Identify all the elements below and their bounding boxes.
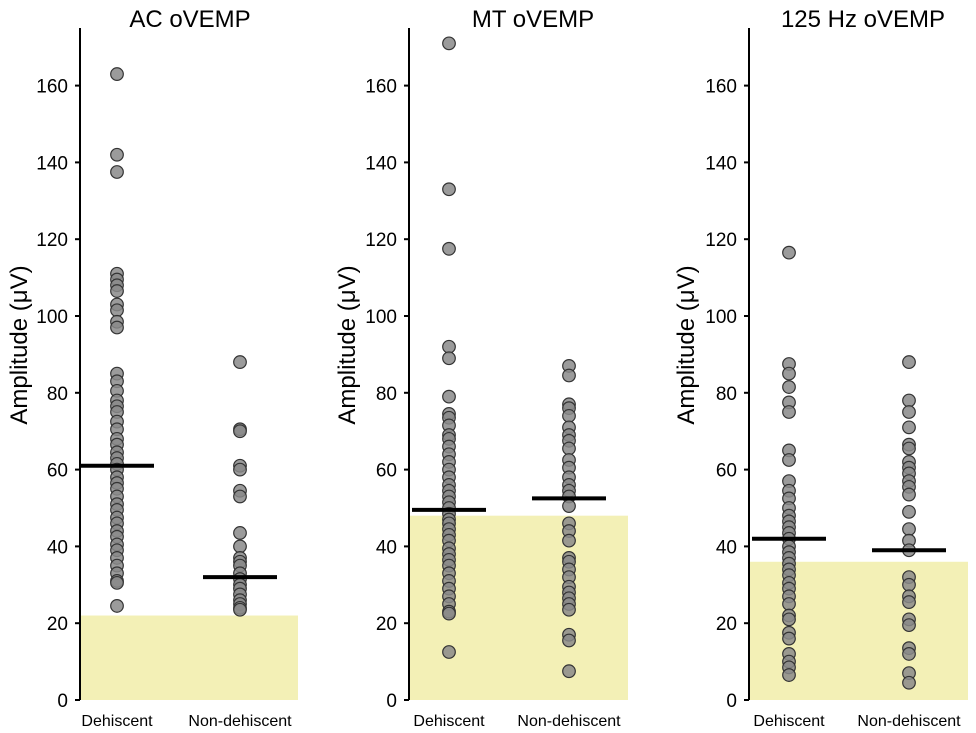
data-point	[562, 633, 576, 648]
y-tick-label: 160	[705, 77, 737, 98]
data-point	[233, 489, 247, 504]
data-point	[233, 539, 247, 554]
y-tick-label: 60	[47, 461, 68, 482]
y-axis-title: Amplitude (μV)	[673, 265, 700, 424]
y-tick-label: 100	[705, 307, 737, 328]
y-axis-title: Amplitude (μV)	[334, 265, 361, 424]
data-point	[902, 355, 916, 369]
normal-range-band	[749, 561, 968, 700]
data-point	[782, 405, 796, 419]
data-point	[782, 631, 796, 646]
y-tick-label: 120	[365, 230, 397, 251]
data-point	[782, 380, 796, 394]
panel-ac-ovemp: Amplitude (μV) AC oVEMP Dehiscent Non-de…	[6, 6, 298, 730]
data-point	[110, 165, 124, 179]
y-tick-label: 100	[365, 307, 397, 328]
panel-125hz-ovemp: Amplitude (μV) 125 Hz oVEMP Dehiscent No…	[673, 6, 968, 730]
data-point	[902, 504, 916, 519]
y-tick-label: 40	[376, 537, 397, 558]
category-label-non-dehiscent: Non-dehiscent	[188, 713, 292, 730]
data-point	[442, 351, 456, 366]
normal-range-band	[409, 515, 628, 700]
data-point	[902, 420, 916, 435]
data-point	[233, 424, 247, 439]
data-point	[110, 303, 124, 318]
data-point	[902, 577, 916, 592]
data-point	[442, 339, 456, 354]
data-point	[782, 612, 796, 627]
y-tick-label: 100	[36, 307, 68, 328]
y-tick-label: 80	[716, 384, 737, 405]
category-label-dehiscent: Dehiscent	[753, 713, 825, 730]
data-point	[902, 522, 916, 537]
y-axis-title: Amplitude (μV)	[6, 265, 33, 424]
y-tick-label: 80	[47, 384, 68, 405]
data-point	[902, 441, 916, 456]
data-point	[902, 487, 916, 502]
y-tick-label: 40	[716, 537, 737, 558]
y-tick-label: 160	[365, 77, 397, 98]
data-point	[902, 675, 916, 690]
data-point	[442, 241, 456, 256]
data-point	[902, 618, 916, 633]
normal-range-band	[80, 615, 298, 700]
y-tick-label: 60	[716, 461, 737, 482]
data-point	[110, 575, 124, 590]
data-point	[782, 597, 796, 611]
panel-title: AC oVEMP	[129, 6, 250, 33]
data-point	[110, 284, 124, 298]
data-point	[782, 366, 796, 381]
data-point	[110, 599, 124, 613]
panel-title: MT oVEMP	[472, 6, 594, 33]
y-tick-label: 80	[376, 384, 397, 405]
y-tick-label: 0	[57, 691, 68, 712]
data-point	[902, 595, 916, 609]
data-point	[442, 36, 456, 51]
data-point	[442, 645, 456, 659]
y-tick-label: 140	[36, 153, 68, 174]
category-label-dehiscent: Dehiscent	[81, 713, 153, 730]
data-point	[233, 602, 247, 617]
y-tick-label: 140	[705, 153, 737, 174]
data-point	[442, 182, 456, 197]
data-point	[233, 462, 247, 477]
category-label-non-dehiscent: Non-dehiscent	[857, 713, 961, 730]
y-tick-label: 140	[365, 153, 397, 174]
data-point	[110, 67, 124, 81]
y-tick-label: 40	[47, 537, 68, 558]
data-point	[902, 647, 916, 661]
data-point	[562, 499, 576, 513]
data-point	[562, 441, 576, 456]
panel-title: 125 Hz oVEMP	[781, 6, 945, 33]
data-point	[782, 245, 796, 260]
panel-mt-ovemp: Amplitude (μV) MT oVEMP Dehiscent Non-de…	[334, 6, 628, 730]
data-point	[562, 408, 576, 423]
y-tick-label: 0	[386, 691, 397, 712]
y-tick-label: 120	[705, 230, 737, 251]
y-tick-label: 120	[36, 230, 68, 251]
data-point	[110, 320, 124, 335]
y-tick-label: 0	[726, 691, 737, 712]
y-tick-label: 20	[47, 614, 68, 635]
y-tick-label: 160	[36, 77, 68, 98]
y-tick-label: 60	[376, 461, 397, 482]
data-point	[782, 453, 796, 467]
data-point	[233, 355, 247, 369]
data-point	[562, 602, 576, 617]
data-point	[562, 533, 576, 548]
data-point	[233, 526, 247, 540]
data-point	[782, 668, 796, 682]
data-point	[902, 405, 916, 419]
data-point	[562, 368, 576, 383]
category-label-non-dehiscent: Non-dehiscent	[517, 713, 621, 730]
data-point	[562, 664, 576, 679]
category-label-dehiscent: Dehiscent	[413, 713, 485, 730]
y-tick-label: 20	[716, 614, 737, 635]
y-tick-label: 20	[376, 614, 397, 635]
data-point	[442, 606, 456, 621]
data-point	[902, 393, 916, 408]
data-point	[442, 389, 456, 404]
data-point	[110, 147, 124, 162]
